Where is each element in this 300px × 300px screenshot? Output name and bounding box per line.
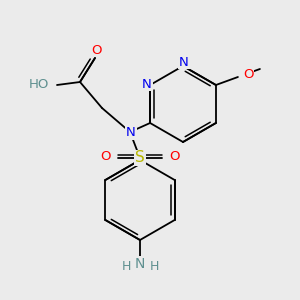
Text: H: H [121, 260, 131, 272]
Text: O: O [243, 68, 254, 82]
Text: N: N [142, 77, 152, 91]
Text: N: N [179, 56, 189, 68]
Text: O: O [169, 151, 179, 164]
Text: H: H [149, 260, 159, 272]
Text: O: O [100, 151, 111, 164]
Text: S: S [135, 151, 145, 166]
Text: N: N [126, 127, 136, 140]
Text: O: O [92, 44, 102, 56]
Text: N: N [135, 257, 145, 271]
Text: HO: HO [28, 77, 49, 91]
